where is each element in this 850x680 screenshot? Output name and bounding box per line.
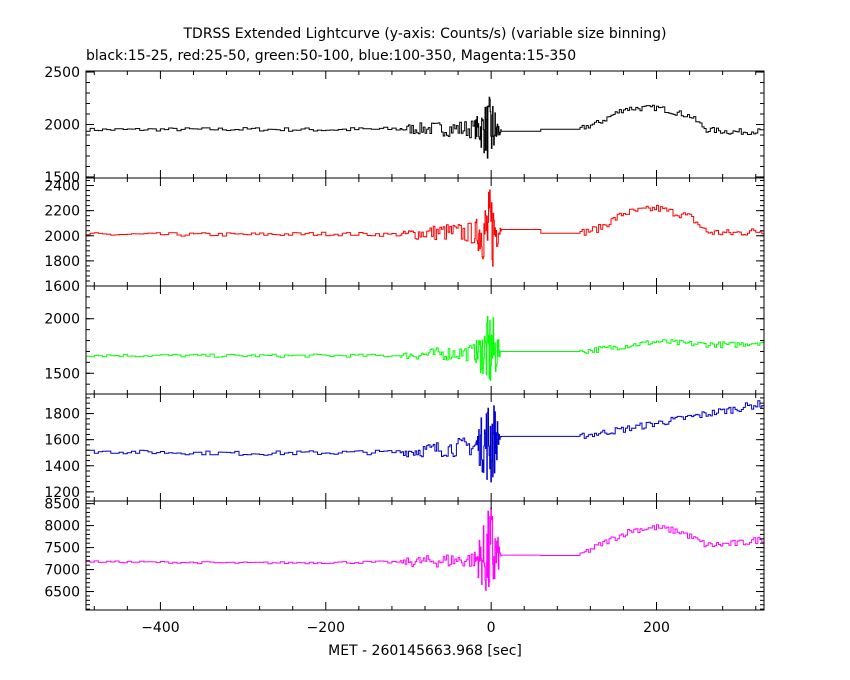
y-tick-label-5-1: 6500 xyxy=(44,585,80,601)
panels-layer: 1500200025001600180020002200240015002000… xyxy=(44,65,765,611)
x-axis: −400 −200 0 200 xyxy=(141,620,670,636)
y-tick-label-4-1: 1200 xyxy=(44,485,80,501)
x-tick-label-4: 200 xyxy=(643,620,670,636)
x-axis-label: MET - 260145663.968 [sec] xyxy=(328,643,522,659)
y-tick-label-2-2: 1800 xyxy=(44,254,80,270)
y-tick-label-4-3: 1600 xyxy=(44,433,80,449)
series-line-3 xyxy=(86,316,764,381)
y-tick-label-2-5: 2400 xyxy=(44,179,80,195)
y-tick-label-2-1: 1600 xyxy=(44,279,80,295)
x-tick-label-2: −200 xyxy=(307,620,345,636)
y-tick-label-3-1: 1500 xyxy=(44,366,80,382)
x-tick-label-3: 0 xyxy=(487,620,496,636)
y-tick-label-5-5: 8500 xyxy=(44,497,80,513)
y-tick-label-1-1: 1500 xyxy=(44,170,80,186)
series-line-2 xyxy=(86,189,764,267)
y-tick-label-3-2: 2000 xyxy=(44,312,80,328)
y-tick-label-2-4: 2200 xyxy=(44,204,80,220)
chart-title: TDRSS Extended Lightcurve (y-axis: Count… xyxy=(182,26,666,42)
y-tick-label-5-3: 7500 xyxy=(44,541,80,557)
y-tick-label-1-3: 2500 xyxy=(44,65,80,81)
y-tick-label-4-2: 1400 xyxy=(44,459,80,475)
x-tick-label-1: −400 xyxy=(141,620,179,636)
y-tick-label-4-4: 1800 xyxy=(44,407,80,423)
panel-5: 6500 7000 7500 8000 8500 xyxy=(44,497,765,611)
series-line-4 xyxy=(86,400,764,483)
y-tick-label-5-4: 8000 xyxy=(44,519,80,535)
panel-frame-5 xyxy=(85,500,765,611)
panel-4: 1200 1400 1600 1800 xyxy=(44,393,765,502)
series-line-5 xyxy=(86,507,764,591)
y-tick-label-1-2: 2000 xyxy=(44,118,80,134)
chart-subtitle: black:15-25, red:25-50, green:50-100, bl… xyxy=(86,48,576,64)
panel-3: 1500 2000 xyxy=(44,285,765,395)
series-line-1 xyxy=(86,96,764,159)
y-tick-label-5-2: 7000 xyxy=(44,563,80,579)
y-tick-label-2-3: 2000 xyxy=(44,229,80,245)
